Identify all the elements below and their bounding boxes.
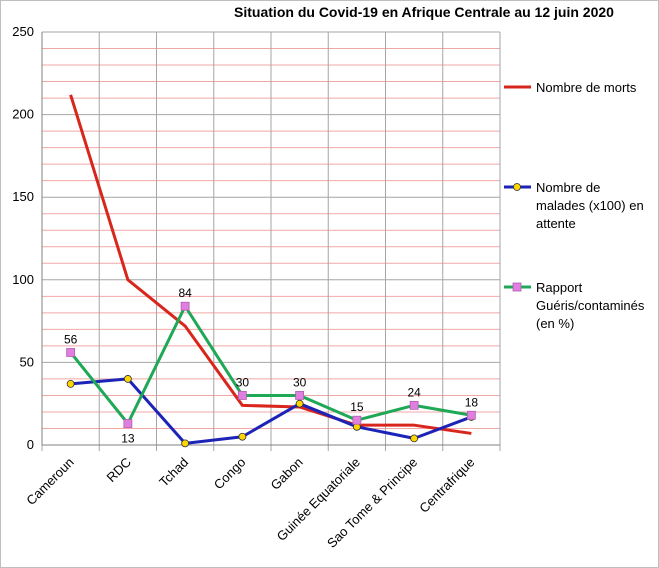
data-label: 30 <box>293 375 307 389</box>
data-label: 24 <box>407 385 421 399</box>
legend-label: malades (x100) en <box>536 198 644 213</box>
series-2-point <box>295 399 304 408</box>
legend-label: Nombre de <box>536 180 600 195</box>
x-tick-label: Centrafrique <box>416 455 477 516</box>
y-tick-label: 250 <box>12 24 34 39</box>
series-3-point <box>409 400 419 410</box>
series-3-point <box>123 419 133 428</box>
series-3-point <box>66 348 76 357</box>
x-tick-label: Gabon <box>268 455 306 493</box>
legend-swatch-marker <box>513 183 521 191</box>
x-tick-label: Tchad <box>156 455 191 490</box>
y-tick-label: 200 <box>12 107 34 122</box>
series-2-point <box>123 375 132 383</box>
legend-entry-1: Nombre de morts <box>504 80 637 95</box>
series-3-line <box>69 304 472 426</box>
y-tick-label: 0 <box>27 437 34 452</box>
series-1-line <box>69 94 472 435</box>
series-3-point <box>352 415 362 425</box>
legend-label: (en %) <box>536 316 574 331</box>
data-label: 18 <box>465 395 479 409</box>
legend-label: Guéris/contaminés <box>536 298 645 313</box>
y-tick-label: 50 <box>20 354 34 369</box>
data-label: 15 <box>350 400 364 414</box>
series-3-point <box>466 410 476 420</box>
data-label: 30 <box>236 375 250 389</box>
legend-entry-3: Rapport Guéris/contaminés (en %) <box>504 280 645 331</box>
series-2-point <box>66 379 75 388</box>
y-tick-label: 150 <box>12 189 34 204</box>
x-tick-label: RDC <box>103 455 134 486</box>
series-2-point <box>181 439 190 448</box>
series-2-point <box>238 432 247 441</box>
legend-entry-2: Nombre de malades (x100) en attente <box>504 180 644 231</box>
data-label: 13 <box>121 432 135 446</box>
series-3-point <box>180 301 190 311</box>
axes <box>41 32 500 446</box>
x-tick-label: Cameroun <box>23 455 77 509</box>
data-label: 56 <box>64 332 78 346</box>
grid <box>41 31 501 451</box>
legend-swatch-marker <box>512 282 522 292</box>
legend-label: Nombre de morts <box>536 80 637 95</box>
series-2-point <box>410 434 419 443</box>
series-group: 56 13 84 30 30 15 24 18 <box>64 94 479 448</box>
chart-title: Situation du Covid-19 en Afrique Central… <box>234 4 614 20</box>
legend: Nombre de morts Nombre de malades (x100) e… <box>504 80 645 331</box>
series-3-point <box>295 391 305 400</box>
legend-label: attente <box>536 216 576 231</box>
legend-label: Rapport <box>536 280 583 295</box>
data-label: 84 <box>178 286 192 300</box>
series-3-point <box>237 391 247 400</box>
series-2-line <box>70 377 472 445</box>
y-tick-label: 100 <box>12 272 34 287</box>
x-tick-label: Congo <box>211 455 249 493</box>
y-axis-ticks: 0 50 100 150 200 250 <box>12 24 34 452</box>
